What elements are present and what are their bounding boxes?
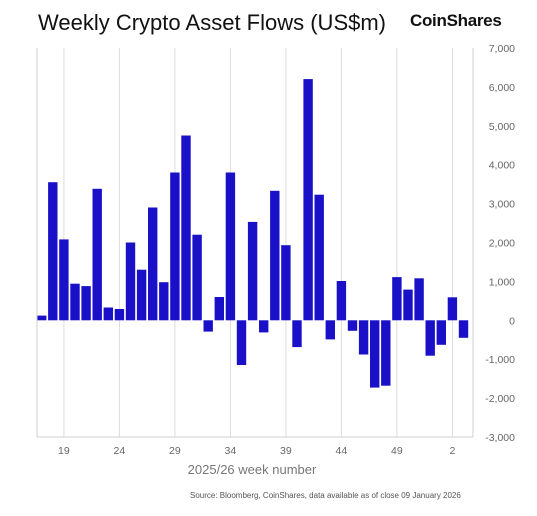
gridlines [63,48,453,437]
bar [425,320,435,356]
y-tick-label: -2,000 [485,393,515,405]
bar [114,309,125,321]
source-note: Source: Bloomberg, CoinShares, data avai… [190,491,461,500]
y-tick-label: 3,000 [489,199,515,211]
bar [148,207,158,321]
y-tick-label: 4,000 [489,160,515,172]
bar [314,194,324,321]
bar [170,172,180,321]
chart-title: Weekly Crypto Asset Flows (US$m) [38,10,387,35]
bar [303,79,313,321]
bar [347,320,358,331]
bar [403,289,413,321]
bar [414,278,424,321]
bar [192,234,202,321]
bar [203,320,213,332]
bar [270,190,280,321]
bar [225,172,236,321]
y-tick-label: 6,000 [489,82,515,94]
x-tick-label: 2 [449,445,455,457]
y-tick-label: 7,000 [489,43,515,55]
bar [447,297,458,321]
y-tick-label: -1,000 [485,354,515,366]
y-tick-label: -3,000 [485,432,515,444]
bar [381,320,391,386]
x-tick-label: 49 [391,445,403,457]
bar [281,245,291,321]
bar [247,221,258,321]
bar [436,320,446,345]
bar [336,281,347,321]
x-tick-label: 29 [169,445,181,457]
bar [259,320,269,333]
bar [103,307,113,321]
bar [214,297,224,321]
x-tick-label: 44 [336,445,348,457]
bar [125,242,136,321]
bar [37,315,47,321]
bar [181,135,191,321]
x-tick-label: 34 [225,445,237,457]
bar [325,320,335,340]
bar [392,277,402,321]
y-tick-label: 1,000 [489,276,515,288]
bar [370,320,380,388]
bar [81,286,91,321]
bar [358,320,369,355]
x-tick-label: 24 [114,445,126,457]
bar [292,320,302,348]
bar [458,320,469,338]
x-axis-label: 2025/26 week number [188,462,317,477]
x-tick-labels: 19 24 29 34 39 44 49 2 [58,445,455,457]
brand-logo: CoinShares [410,11,502,30]
bar [92,188,102,321]
y-tick-label: 5,000 [489,121,515,133]
x-tick-label: 39 [280,445,292,457]
bar [48,182,58,321]
y-tick-label: 2,000 [489,238,515,250]
bar [159,282,169,321]
bar [59,239,69,321]
axes [36,48,474,438]
x-tick-label: 19 [58,445,70,457]
bar [136,269,147,321]
bars [37,79,469,388]
bar [70,283,80,321]
y-tick-label: 0 [509,315,515,327]
y-tick-labels: -3,000 -2,000 -1,000 0 1,000 2,000 3,000 4,000 5… [485,43,515,444]
bar [236,320,247,365]
